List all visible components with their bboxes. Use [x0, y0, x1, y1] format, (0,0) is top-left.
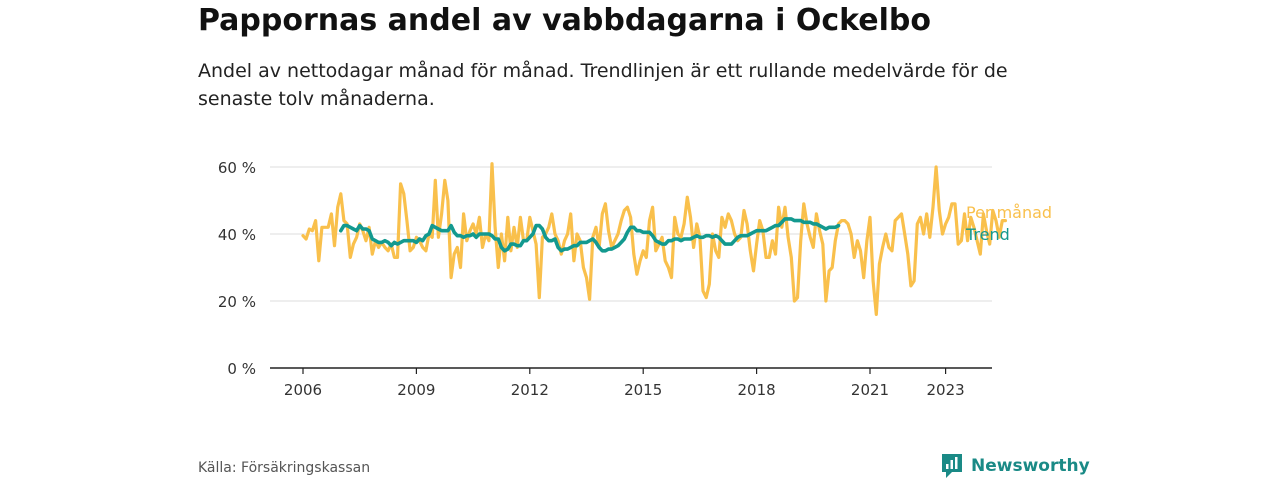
chart-title: Pappornas andel av vabbdagarna i Ockelbo — [198, 3, 931, 38]
x-tick-label: 2021 — [851, 381, 889, 399]
y-axis-tick-labels: 0 % 20 % 40 % 60 % — [218, 159, 256, 378]
x-tick-label: 2009 — [397, 381, 435, 399]
newsworthy-logo-icon — [942, 454, 962, 478]
x-tick-label: 2023 — [927, 381, 965, 399]
source-note: Källa: Försäkringskassan — [198, 460, 371, 476]
series-end-labels: Per månad Trend — [965, 203, 1052, 244]
y-tick-label: 0 % — [227, 360, 256, 378]
y-tick-label: 20 % — [218, 293, 256, 311]
brand-name: Newsworthy — [971, 456, 1090, 476]
y-tick-label: 40 % — [218, 226, 256, 244]
series-lines — [301, 162, 1008, 316]
series-label-trend: Trend — [965, 225, 1010, 244]
monthly-series-line — [301, 162, 1008, 316]
chart-subtitle: Andel av nettodagar månad för månad. Tre… — [198, 60, 1008, 110]
x-tick-label: 2015 — [624, 381, 662, 399]
x-tick-label: 2006 — [284, 381, 322, 399]
trend-series-line — [338, 217, 841, 253]
line-chart: 0 % 20 % 40 % 60 % 2006 2009 2012 2015 2018 2021… — [218, 159, 1052, 399]
x-axis: 2006 2009 2012 2015 2018 2021 2023 — [270, 367, 992, 399]
newsworthy-logo: Newsworthy — [940, 452, 1090, 480]
x-tick-label: 2018 — [738, 381, 776, 399]
series-label-per-manad: Per månad — [966, 203, 1052, 222]
x-tick-label: 2012 — [511, 381, 549, 399]
y-tick-label: 60 % — [218, 159, 256, 177]
